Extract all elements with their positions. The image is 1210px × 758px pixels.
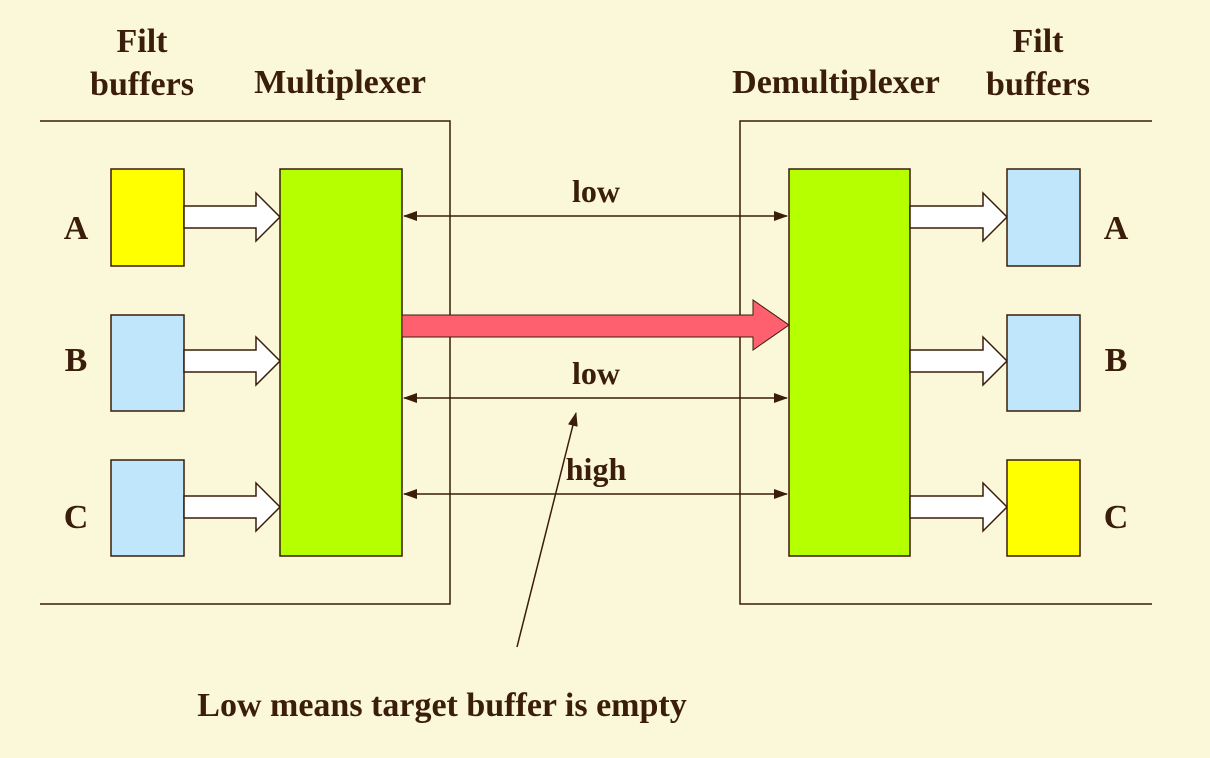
left-label-c: C bbox=[64, 499, 89, 536]
right-buffers-header: buffers bbox=[986, 66, 1090, 103]
annotation-pointer bbox=[516, 412, 578, 648]
right-hollow-arrow-a bbox=[909, 191, 1009, 243]
left-label-b: B bbox=[65, 342, 88, 379]
left-hollow-arrow-b bbox=[183, 335, 282, 387]
right-filt-header: Filt bbox=[1013, 23, 1065, 60]
left-enclosure bbox=[40, 120, 451, 605]
right-enclosure bbox=[739, 120, 1152, 605]
right-buffer-b bbox=[1006, 314, 1081, 412]
left-filt-header: Filt bbox=[117, 23, 169, 60]
left-label-a: A bbox=[64, 210, 89, 247]
left-buffer-a bbox=[110, 168, 185, 267]
multiplexer-header: Multiplexer bbox=[254, 64, 426, 101]
signal-label-1: low bbox=[572, 173, 620, 209]
demultiplexer-block bbox=[788, 168, 911, 557]
right-hollow-arrow-c bbox=[909, 481, 1009, 533]
left-hollow-arrow-a bbox=[183, 191, 282, 243]
left-hollow-arrow-c bbox=[183, 481, 282, 533]
signal-label-2: low bbox=[572, 355, 620, 391]
right-label-b: B bbox=[1105, 342, 1128, 379]
annotation-text: Low means target buffer is empty bbox=[197, 687, 686, 724]
signal-label-3: high bbox=[566, 451, 627, 487]
right-hollow-arrow-b bbox=[909, 335, 1009, 387]
multiplexer-block bbox=[279, 168, 403, 557]
right-label-c: C bbox=[1104, 499, 1129, 536]
left-buffers-header: buffers bbox=[90, 66, 194, 103]
left-buffer-b bbox=[110, 314, 185, 412]
right-buffer-c bbox=[1006, 459, 1081, 557]
left-buffer-c bbox=[110, 459, 185, 557]
right-buffer-a bbox=[1006, 168, 1081, 267]
data-flow-arrow bbox=[401, 299, 790, 351]
demultiplexer-header: Demultiplexer bbox=[732, 64, 940, 101]
right-label-a: A bbox=[1104, 210, 1129, 247]
